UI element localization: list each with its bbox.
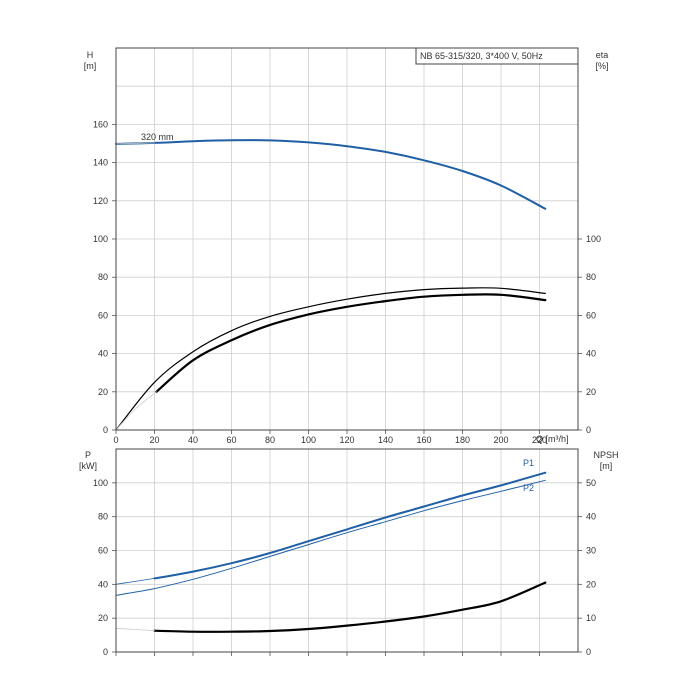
bottom-right-axis-label: NPSH [593,450,618,460]
left-tick-label: 20 [98,387,108,397]
bottom-plot-series [115,471,547,633]
series-line-top-2 [115,287,546,431]
series-line-top-4 [115,391,157,431]
left-tick-label: 100 [93,478,108,488]
left-tick-label: 0 [103,647,108,657]
top-right-axis-label: eta [596,50,609,60]
chart-title: NB 65-315/320, 3*400 V, 50Hz [420,51,543,61]
top-plot-ticks: 0 20 40 60 80 100 120 140 160 0 20 40 60 80 100 0 20 40 60… [93,119,601,445]
x-tick-label: 220 [532,435,547,445]
x-tick-label: 180 [455,435,470,445]
left-tick-label: 140 [93,158,108,168]
top-plot-series [115,139,547,431]
bottom-left-axis-label: P [85,450,91,460]
left-tick-label: 100 [93,234,108,244]
left-tick-label: 80 [98,512,108,522]
left-tick-label: 40 [98,579,108,589]
right-tick-label: 20 [586,387,596,397]
series-label-p1: P1 [523,458,534,468]
top-right-axis-unit: [%] [595,61,608,71]
x-tick-label: 40 [188,435,198,445]
chart-title-box [415,47,579,65]
x-tick-label: 140 [378,435,393,445]
x-tick-label: 60 [226,435,236,445]
bottom-plot-grid [116,449,578,652]
series-label-p2: P2 [523,483,534,493]
series-line-bottom-4 [115,627,155,632]
x-tick-label: 0 [113,435,118,445]
series-label-320mm: 320 mm [141,132,174,142]
series-line-top-1 [115,142,155,145]
series-line-bottom-2 [115,479,546,596]
right-tick-label: 40 [586,349,596,359]
bottom-plot-frame [115,448,579,653]
right-tick-label: 0 [586,647,591,657]
top-left-axis-unit: [m] [84,61,97,71]
top-left-axis-label: H [87,50,94,60]
right-tick-label: 10 [586,613,596,623]
left-tick-label: 160 [93,119,108,129]
series-line-top-0 [115,139,547,210]
right-tick-label: 80 [586,272,596,282]
right-tick-label: 40 [586,512,596,522]
x-axis-label: Q [m³/h] [536,434,569,444]
x-tick-label: 160 [416,435,431,445]
left-tick-label: 20 [98,613,108,623]
x-tick-label: 20 [149,435,159,445]
left-tick-label: 40 [98,349,108,359]
right-tick-label: 0 [586,425,591,435]
left-tick-label: 80 [98,272,108,282]
right-tick-label: 20 [586,579,596,589]
left-tick-label: 60 [98,546,108,556]
right-tick-label: 30 [586,546,596,556]
series-line-top-3 [155,293,547,393]
right-tick-label: 60 [586,310,596,320]
series-line-bottom-0 [153,471,547,580]
right-tick-label: 100 [586,234,601,244]
bottom-right-axis-unit: [m] [600,461,613,471]
x-tick-label: 200 [493,435,508,445]
left-tick-label: 60 [98,310,108,320]
top-plot-frame [115,47,579,431]
x-tick-label: 100 [301,435,316,445]
top-plot-grid [116,47,578,430]
left-tick-label: 0 [103,425,108,435]
bottom-left-axis-unit: [kW] [79,461,97,471]
series-line-bottom-1 [115,578,155,585]
x-tick-label: 120 [339,435,354,445]
x-tick-label: 80 [265,435,275,445]
series-line-bottom-3 [153,581,547,633]
bottom-plot-ticks: 0 20 40 60 80 100 0 10 20 30 40 50 [93,478,596,657]
left-tick-label: 120 [93,196,108,206]
right-tick-label: 50 [586,478,596,488]
